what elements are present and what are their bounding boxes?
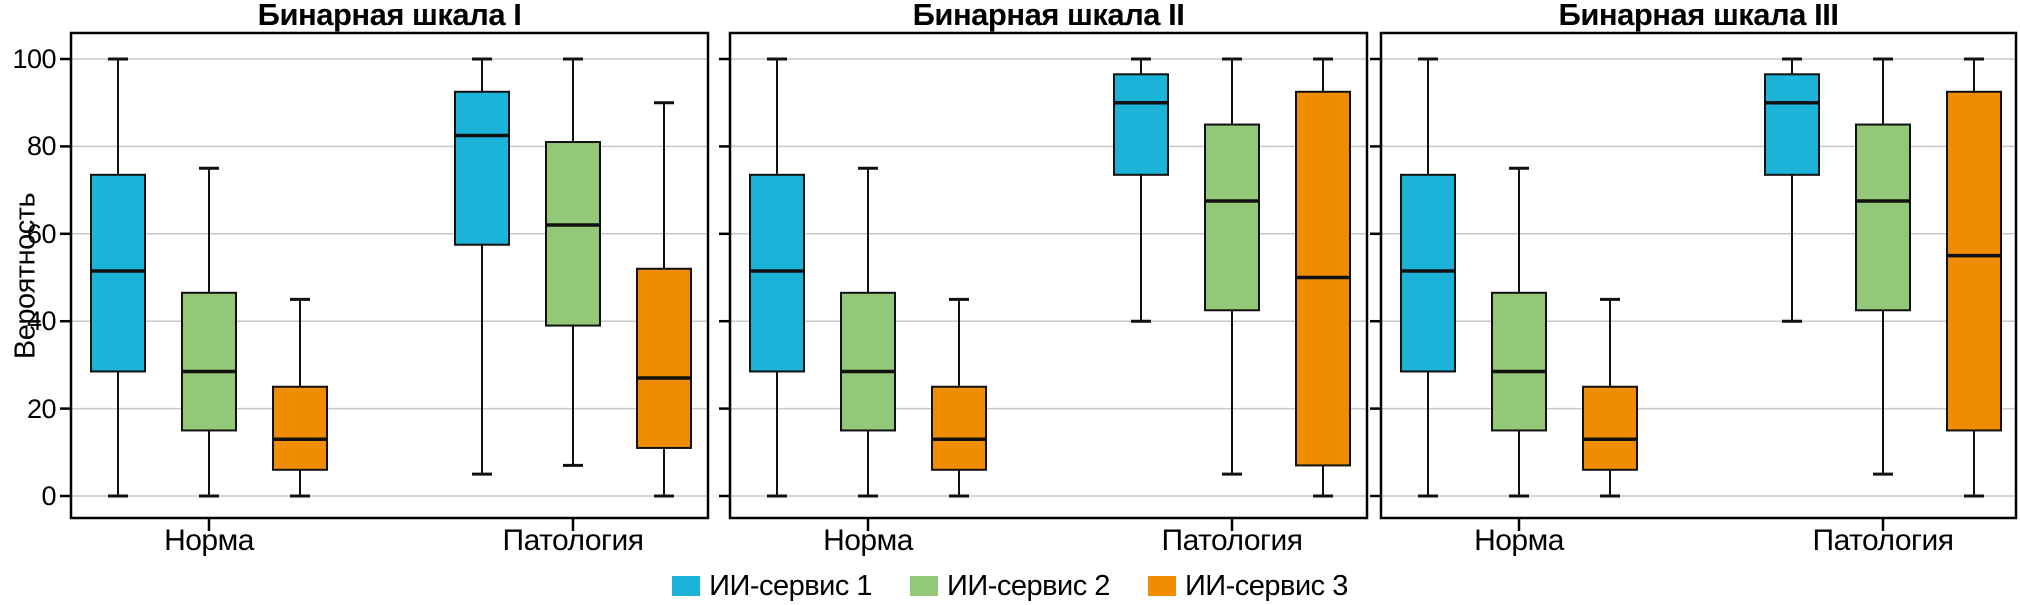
legend-label-service2: ИИ-сервис 2 [947, 570, 1110, 602]
box-panel1-Патология-service1 [454, 90, 510, 246]
y-tick-label-0: 0 [41, 481, 56, 511]
y-tick-label-80: 80 [26, 131, 57, 162]
box-panel2-Норма-service2 [840, 291, 896, 432]
legend-label-service1: ИИ-сервис 1 [709, 570, 873, 602]
box-panel1-Норма-service1 [90, 173, 146, 373]
category-label-Норма: Норма [823, 524, 913, 557]
category-label-Патология: Патология [1161, 524, 1304, 557]
y-tick-label-100: 100 [12, 44, 56, 74]
box-panel1-Патология-service2 [545, 141, 601, 327]
legend-swatch-service2 [910, 576, 939, 596]
box-panel3-Норма-service1 [1400, 173, 1456, 373]
legend-item-service1: ИИ-сервис 1 [672, 570, 873, 602]
legend-swatch-service1 [672, 576, 701, 596]
box-panel1-Норма-service2 [181, 291, 237, 432]
legend-swatch-service3 [1147, 576, 1176, 596]
panel-title-2: Бинарная шкала II [912, 0, 1185, 32]
box-panel3-Патология-service2 [1855, 123, 1911, 312]
category-label-Норма: Норма [164, 524, 254, 557]
category-label-Норма: Норма [1474, 524, 1564, 557]
box-panel2-Патология-service1 [1113, 73, 1169, 176]
box-panel3-Патология-service1 [1764, 73, 1820, 176]
category-label-Патология: Патология [502, 524, 645, 557]
legend-label-service3: ИИ-сервис 3 [1184, 570, 1348, 602]
legend: ИИ-сервис 1 ИИ-сервис 2 ИИ-сервис 3 [0, 570, 2020, 602]
box-panel1-Норма-service3 [272, 385, 328, 471]
category-label-Патология: Патология [1812, 524, 1955, 557]
y-tick-label-60: 60 [26, 218, 57, 249]
box-panel3-Патология-service3 [1946, 90, 2002, 432]
panel-border-2 [728, 31, 1369, 520]
box-panel3-Норма-service2 [1491, 291, 1547, 432]
panel-border-1 [69, 31, 710, 520]
panel-title-3: Бинарная шкала III [1558, 0, 1839, 32]
box-panel1-Патология-service3 [636, 267, 692, 449]
box-panel2-Норма-service1 [749, 173, 805, 373]
legend-item-service3: ИИ-сервис 3 [1147, 570, 1348, 602]
box-panel2-Патология-service2 [1204, 123, 1260, 312]
panel-border-3 [1379, 31, 2018, 520]
panel-title-1: Бинарная шкала I [257, 0, 522, 32]
y-tick-label-40: 40 [26, 306, 57, 337]
box-panel3-Норма-service3 [1582, 385, 1638, 471]
y-tick-label-20: 20 [26, 393, 57, 424]
box-panel2-Норма-service3 [931, 385, 987, 471]
legend-item-service2: ИИ-сервис 2 [910, 570, 1110, 602]
